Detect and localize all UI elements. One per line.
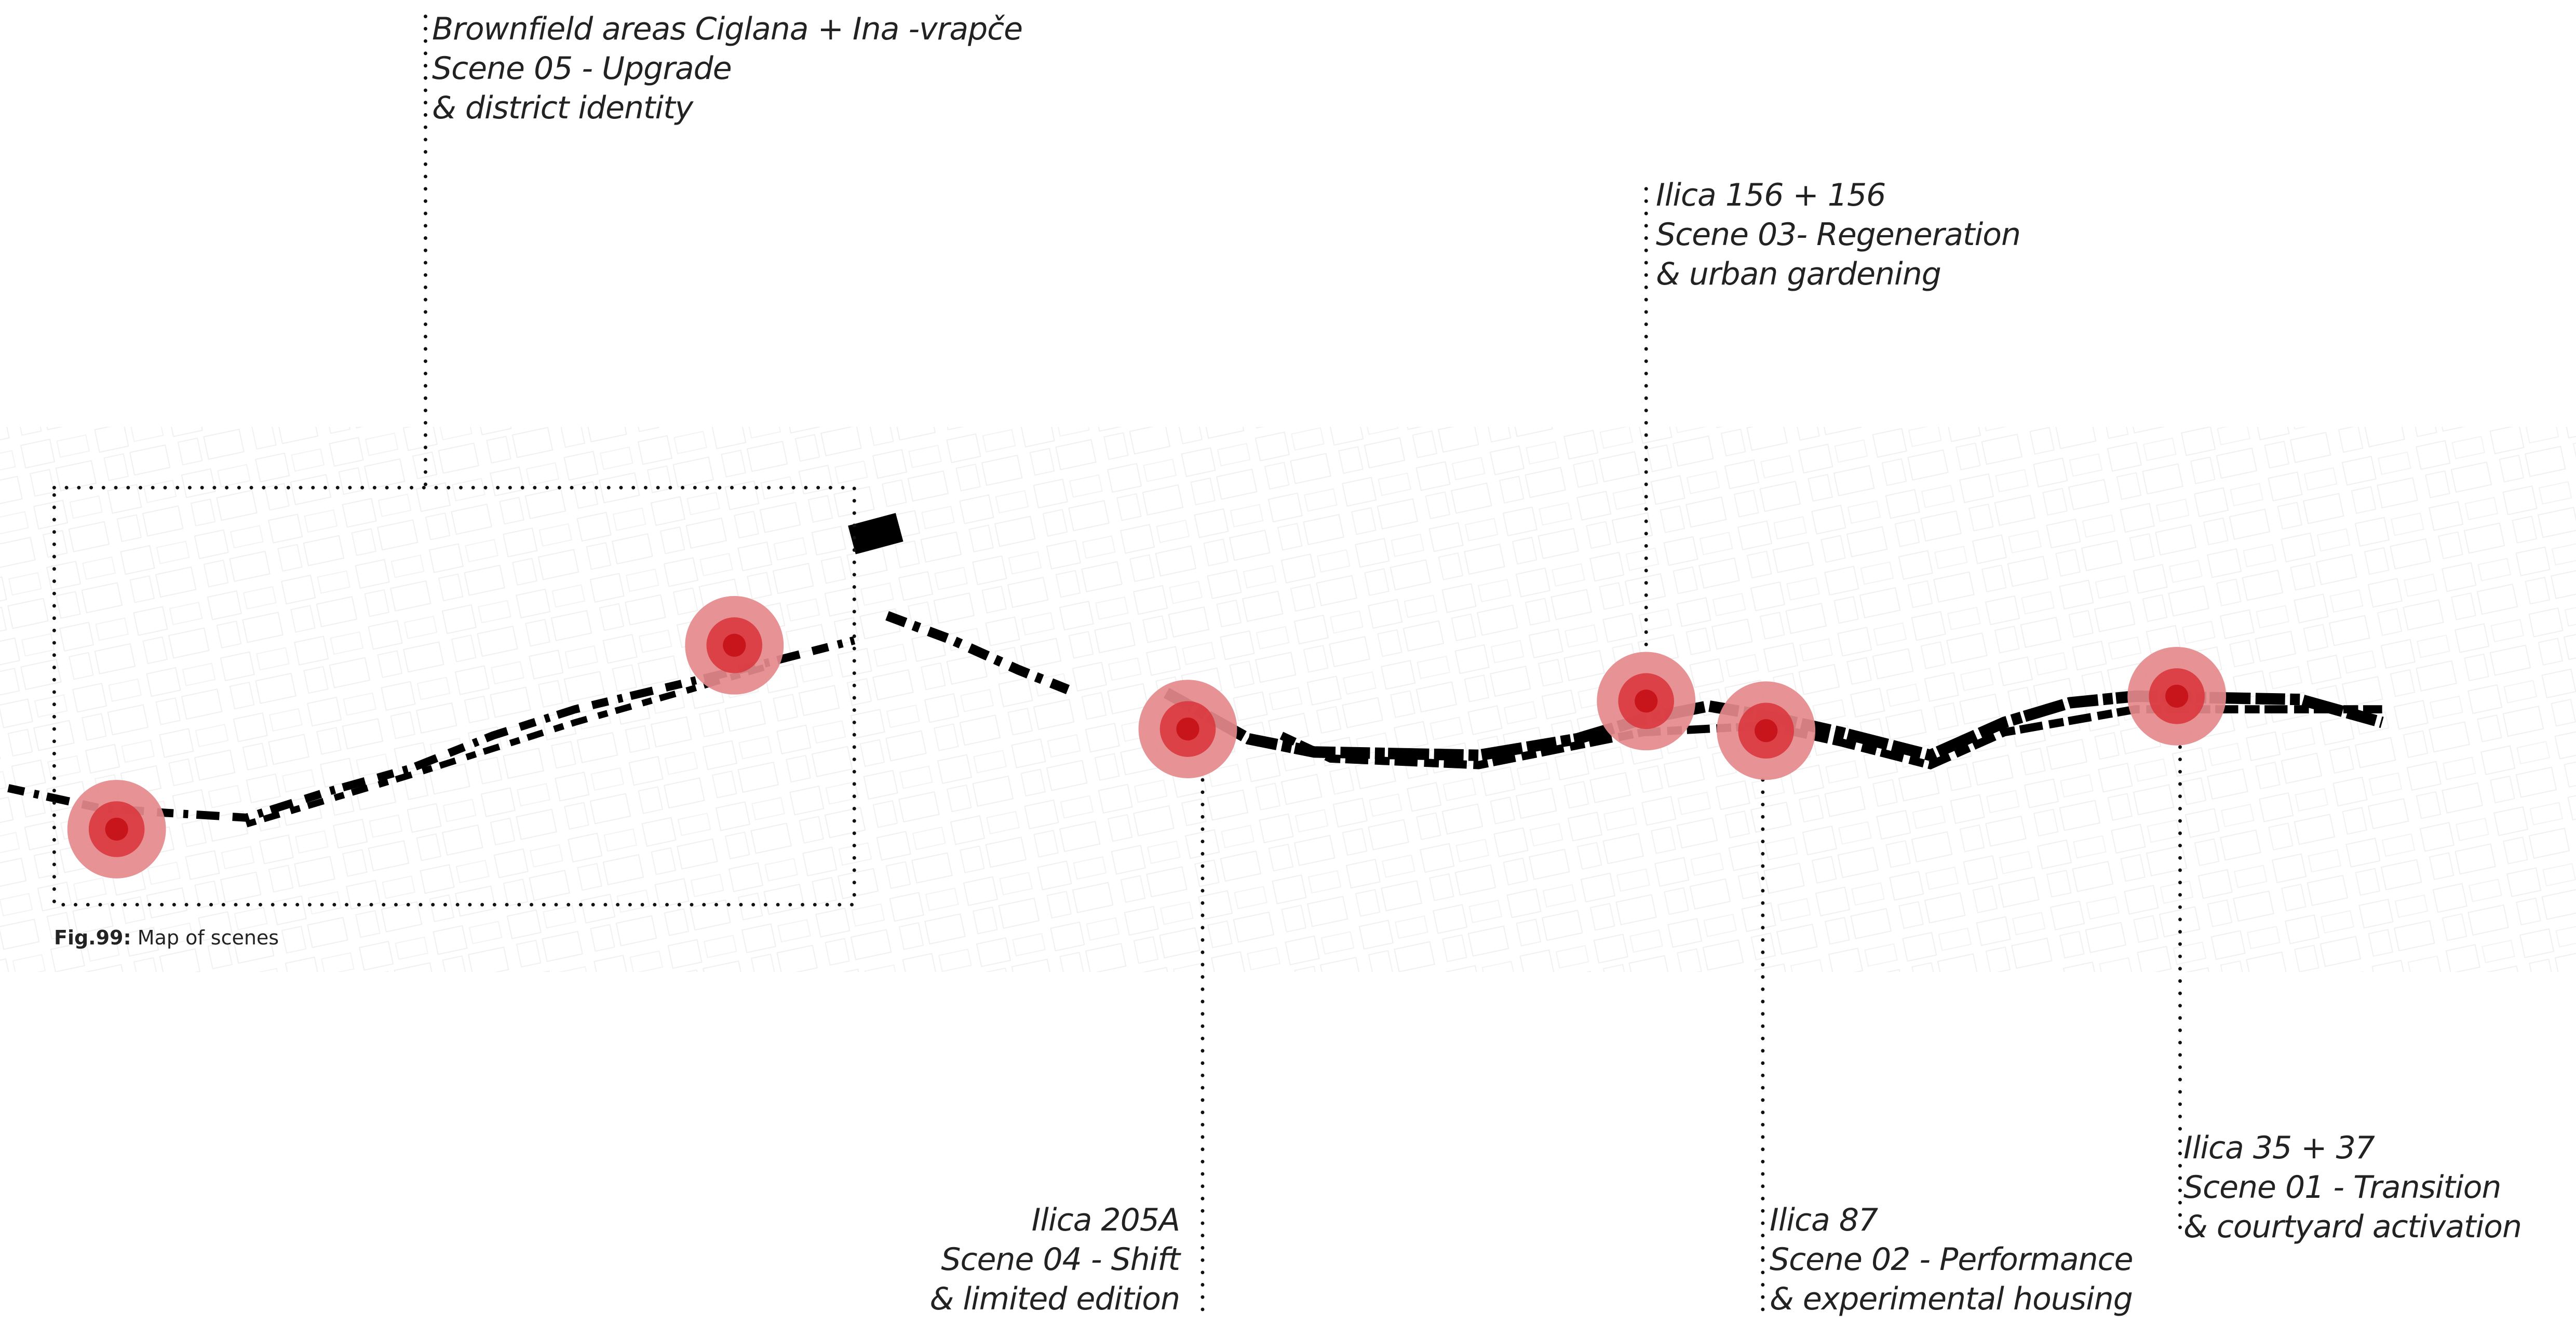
scene-theme: & limited edition <box>929 1281 1180 1317</box>
scene-location: Ilica 87 <box>1770 1202 1878 1238</box>
scene-location: Ilica 35 + 37 <box>2183 1130 2375 1166</box>
scene-location: Brownfield areas Ciglana + Ina -vrapče <box>432 11 1023 47</box>
label-scene-04: Ilica 205A Scene 04 - Shift & limited ed… <box>929 1200 1180 1319</box>
marker-scene-03 <box>1597 652 1696 751</box>
scene-title: Scene 04 - Shift <box>941 1241 1180 1278</box>
scene-theme: & district identity <box>432 90 693 126</box>
scene-theme: & courtyard activation <box>2183 1209 2522 1245</box>
marker-scene-05a <box>67 780 166 878</box>
scene-location: Ilica 205A <box>1031 1202 1180 1238</box>
scene-theme: & urban gardening <box>1656 256 1941 292</box>
building-footprint <box>848 512 903 555</box>
caption-text: Map of scenes <box>137 926 279 949</box>
label-scene-01: Ilica 35 + 37 Scene 01 - Transition & co… <box>2183 1128 2522 1247</box>
scene-markers <box>67 596 2227 878</box>
scene-title: Scene 01 - Transition <box>2183 1169 2501 1206</box>
scene-title: Scene 05 - Upgrade <box>432 50 732 87</box>
marker-scene-04 <box>1138 680 1237 778</box>
label-scene-03: Ilica 156 + 156 Scene 03- Regeneration &… <box>1656 175 2021 294</box>
scene-title: Scene 03- Regeneration <box>1656 217 2021 253</box>
marker-scene-01 <box>2127 646 2227 746</box>
caption-label: Fig.99: <box>54 926 131 949</box>
marker-scene-02 <box>1717 681 1816 780</box>
leader-lines <box>52 15 2182 1316</box>
label-scene-02: Ilica 87 Scene 02 - Performance & experi… <box>1770 1200 2134 1319</box>
inset-box-brownfield <box>52 485 856 907</box>
scene-theme: & experimental housing <box>1770 1281 2133 1317</box>
marker-scene-05b <box>685 596 784 695</box>
scene-title: Scene 02 - Performance <box>1770 1241 2134 1278</box>
figure-caption: Fig.99: Map of scenes <box>54 926 279 949</box>
scene-location: Ilica 156 + 156 <box>1656 177 1886 213</box>
label-scene-05: Brownfield areas Ciglana + Ina -vrapče S… <box>432 9 1023 128</box>
